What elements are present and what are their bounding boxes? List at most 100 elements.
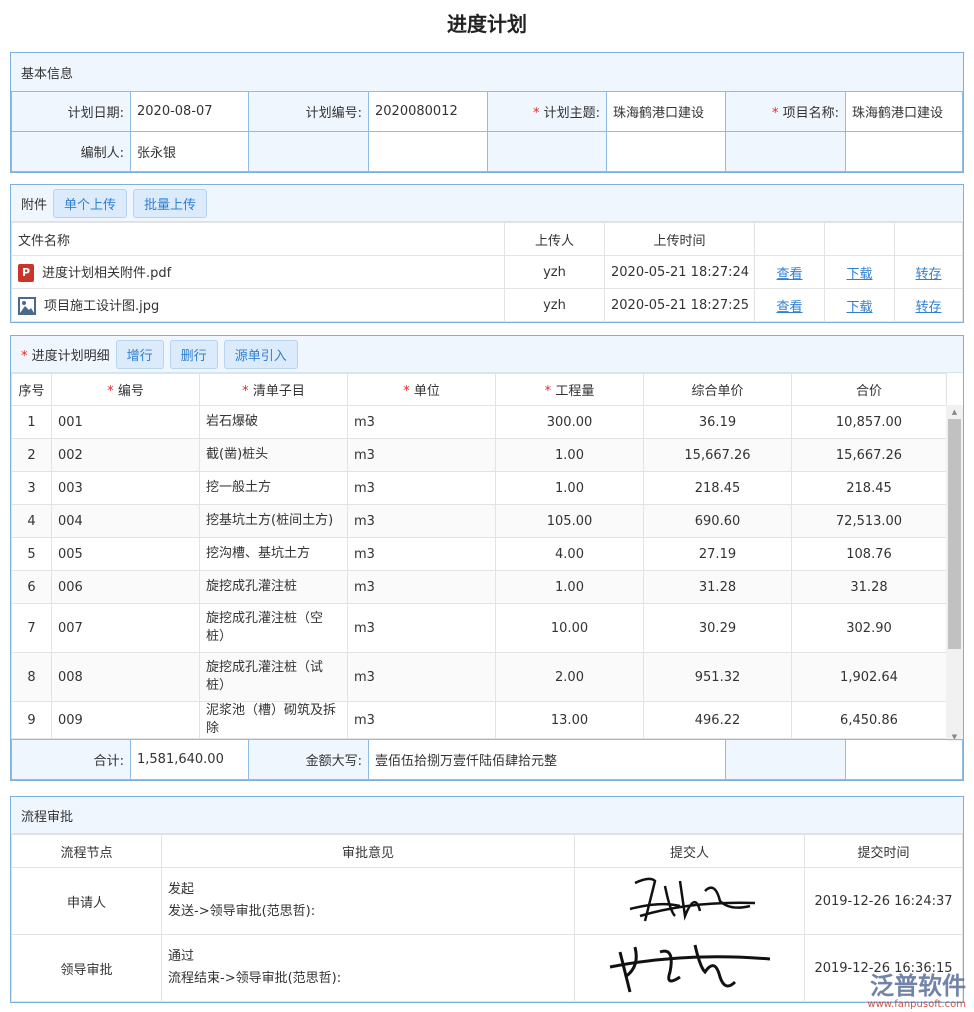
item-code: 001	[51, 405, 200, 439]
approval-row: 申请人 发起发送->领导审批(范思哲): 2019-12-26 16:24:37	[11, 867, 963, 935]
add-row-button[interactable]: 增行	[115, 339, 164, 369]
item-code: 004	[51, 504, 200, 538]
row-index: 9	[11, 701, 52, 739]
row-index: 6	[11, 570, 52, 604]
item-code: 003	[51, 471, 200, 505]
single-upload-button[interactable]: 单个上传	[53, 188, 128, 218]
signature-image	[574, 867, 805, 935]
plan-no-field[interactable]: 2020080012	[368, 91, 488, 132]
upload-time: 2020-05-21 18:27:24	[604, 255, 755, 289]
quantity: 10.00	[495, 603, 644, 653]
file-row: 项目施工设计图.jpg yzh 2020-05-21 18:27:25 查看 下…	[11, 288, 963, 322]
quantity: 105.00	[495, 504, 644, 538]
detail-panel: * 进度计划明细 增行 删行 源单引入 序号 * 编号 * 清单子目 * 单位 * 工程…	[10, 335, 964, 781]
file-name: 项目施工设计图.jpg	[44, 298, 160, 314]
plan-subject-label: * 计划主题:	[487, 91, 607, 132]
author-field[interactable]: 张永银	[130, 131, 249, 172]
total-price: 15,667.26	[791, 438, 947, 472]
plan-date-field[interactable]: 2020-08-07	[130, 91, 249, 132]
flow-node: 申请人	[11, 867, 162, 935]
opinion: 发起	[168, 882, 195, 897]
download-link[interactable]: 下载	[846, 299, 873, 315]
col-header: 序号	[11, 373, 52, 406]
uploader: yzh	[504, 288, 605, 322]
table-row[interactable]: 5 005 挖沟槽、基坑土方 m3 4.00 27.19 108.76	[11, 537, 947, 571]
approval-panel: 流程审批 流程节点 审批意见 提交人 提交时间 申请人 发起 发送->领导审批(范…	[10, 796, 964, 1003]
view-link[interactable]: 查看	[776, 266, 803, 282]
col-header: 流程节点	[11, 834, 162, 868]
row-index: 5	[11, 537, 52, 571]
quantity: 13.00	[495, 701, 644, 739]
quantity: 2.00	[495, 652, 644, 702]
submit-time: 2019-12-26 16:24:37	[804, 867, 963, 935]
item-name: 截(凿)桩头	[199, 438, 348, 472]
item-name: 挖沟槽、基坑土方	[199, 537, 348, 571]
item-code: 005	[51, 537, 200, 571]
unit: m3	[347, 701, 496, 739]
unit-price: 951.32	[643, 652, 792, 702]
unit: m3	[347, 504, 496, 538]
total-label: 合计:	[11, 739, 131, 780]
transfer-link[interactable]: 转存	[915, 266, 942, 282]
file-name: 进度计划相关附件.pdf	[42, 265, 172, 281]
quantity: 300.00	[495, 405, 644, 439]
total-price: 108.76	[791, 537, 947, 571]
item-name: 泥浆池（槽）砌筑及拆除	[199, 701, 348, 739]
scrollbar[interactable]: ▲ ▼	[946, 405, 963, 741]
unit: m3	[347, 405, 496, 439]
download-link[interactable]: 下载	[846, 266, 873, 282]
table-row[interactable]: 8 008 旋挖成孔灌注桩（试桩） m3 2.00 951.32 1,902.64	[11, 652, 947, 702]
project-label: * 项目名称:	[725, 91, 846, 132]
item-code: 008	[51, 652, 200, 702]
unit-price: 27.19	[643, 537, 792, 571]
item-name: 旋挖成孔灌注桩（空桩）	[199, 603, 348, 653]
unit-price: 496.22	[643, 701, 792, 739]
delete-row-button[interactable]: 删行	[169, 339, 218, 369]
opinion: 通过	[168, 949, 195, 964]
unit-price: 690.60	[643, 504, 792, 538]
table-row[interactable]: 1 001 岩石爆破 m3 300.00 36.19 10,857.00	[11, 405, 947, 439]
plan-date-label: 计划日期:	[11, 91, 131, 132]
quantity: 1.00	[495, 570, 644, 604]
table-row[interactable]: 6 006 旋挖成孔灌注桩 m3 1.00 31.28 31.28	[11, 570, 947, 604]
opinion-detail: 发送->领导审批(范思哲):	[168, 904, 316, 919]
row-index: 7	[11, 603, 52, 653]
table-row[interactable]: 7 007 旋挖成孔灌注桩（空桩） m3 10.00 30.29 302.90	[11, 603, 947, 653]
flow-node: 领导审批	[11, 934, 162, 1002]
row-index: 8	[11, 652, 52, 702]
file-row: P 进度计划相关附件.pdf yzh 2020-05-21 18:27:24 查看…	[11, 255, 963, 289]
pdf-icon: P	[18, 264, 34, 283]
col-header: * 工程量	[495, 373, 644, 406]
image-icon	[18, 297, 36, 316]
table-row[interactable]: 4 004 挖基坑土方(桩间土方) m3 105.00 690.60 72,513.00	[11, 504, 947, 538]
total-price: 6,450.86	[791, 701, 947, 739]
total-price: 31.28	[791, 570, 947, 604]
table-row[interactable]: 3 003 挖一般土方 m3 1.00 218.45 218.45	[11, 471, 947, 505]
submit-time: 2019-12-26 16:36:15	[804, 934, 963, 1002]
batch-upload-button[interactable]: 批量上传	[133, 188, 208, 218]
table-row[interactable]: 2 002 截(凿)桩头 m3 1.00 15,667.26 15,667.26	[11, 438, 947, 472]
attachments-panel: 附件 单个上传 批量上传 文件名称 上传人 上传时间 P 进度计划相关附件.pdf y…	[10, 184, 964, 323]
row-index: 4	[11, 504, 52, 538]
total-price: 302.90	[791, 603, 947, 653]
section-title: 基本信息	[21, 66, 74, 82]
watermark-logo: 泛普软件 www.fanpusoft.com	[867, 972, 966, 1010]
import-button[interactable]: 源单引入	[223, 339, 298, 369]
total-value: 1,581,640.00	[130, 739, 249, 780]
col-header: 综合单价	[643, 373, 792, 406]
transfer-link[interactable]: 转存	[915, 299, 942, 315]
row-index: 1	[11, 405, 52, 439]
item-code: 007	[51, 603, 200, 653]
table-row[interactable]: 9 009 泥浆池（槽）砌筑及拆除 m3 13.00 496.22 6,450.86	[11, 701, 947, 739]
view-link[interactable]: 查看	[776, 299, 803, 315]
project-field[interactable]: 珠海鹤港口建设	[845, 91, 963, 132]
row-index: 3	[11, 471, 52, 505]
total-price: 218.45	[791, 471, 947, 505]
col-header: 审批意见	[161, 834, 575, 868]
plan-subject-field[interactable]: 珠海鹤港口建设	[606, 91, 726, 132]
unit-price: 30.29	[643, 603, 792, 653]
unit-price: 15,667.26	[643, 438, 792, 472]
unit: m3	[347, 471, 496, 505]
unit: m3	[347, 438, 496, 472]
item-code: 002	[51, 438, 200, 472]
